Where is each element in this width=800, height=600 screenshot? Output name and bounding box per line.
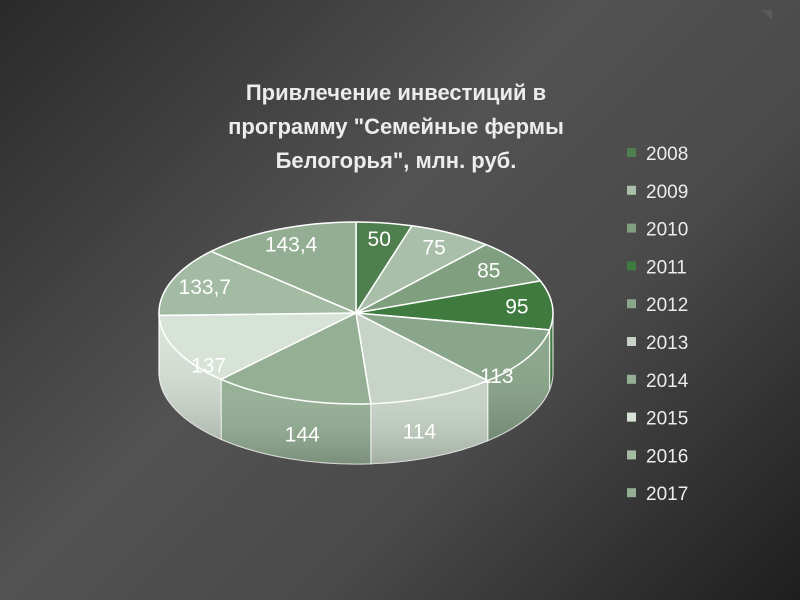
legend-swatch-2015: [627, 412, 636, 422]
legend-label-2011: 2011: [646, 257, 687, 278]
chart-title-line-2: программу "Семейные фермы: [228, 114, 564, 139]
legend-label-2012: 2012: [646, 295, 688, 316]
data-label-2013: 114: [403, 420, 437, 443]
legend-swatch-2009: [627, 185, 636, 195]
data-label-2012: 113: [480, 365, 513, 388]
pie-slice-2014: [220, 312, 372, 405]
legend-swatch-2016: [627, 450, 636, 460]
legend-swatch-2008: [627, 148, 636, 157]
pie-side-shade-2011: [549, 313, 553, 390]
legend-swatch-2014: [627, 374, 636, 384]
legend-label-2009: 2009: [646, 182, 688, 203]
chart-title-line-1: Привлечение инвестиций в: [246, 80, 546, 105]
legend-swatch-2013: [627, 337, 636, 346]
pie-slices: [158, 221, 554, 405]
pie-side-shade-2014: [221, 379, 371, 464]
pie-side-shade-2013: [370, 380, 488, 464]
data-label-2009: 75: [422, 237, 445, 260]
legend-swatch-2011: [627, 261, 636, 271]
legend-label-2015: 2015: [646, 409, 688, 430]
pie-sides: [158, 312, 554, 465]
pie-slice-2015: [158, 312, 357, 381]
pie-slice-2013: [355, 312, 489, 405]
pie-side-shade-2012: [487, 329, 550, 441]
legend-swatch-2010: [627, 223, 636, 233]
legend-label-2013: 2013: [646, 333, 688, 354]
data-label-2015: 137: [191, 355, 226, 378]
data-label-2008: 50: [368, 228, 391, 251]
pie-slice-2017: [210, 221, 357, 314]
pie-slice-2016: [158, 250, 357, 317]
pie-slice-2011: [355, 280, 554, 331]
data-label-2016: 133,7: [179, 276, 232, 299]
corner-decoration: [762, 10, 772, 20]
legend-label-2008: 2008: [646, 144, 688, 165]
chart-title: Привлечение инвестиций в программу "Семе…: [228, 80, 564, 173]
data-label-2011: 95: [505, 296, 528, 319]
chart-title-line-3: Белогорья", млн. руб.: [276, 148, 517, 173]
legend-label-2014: 2014: [646, 371, 689, 392]
legend-label-2010: 2010: [646, 220, 688, 241]
legend-swatch-2017: [627, 488, 636, 498]
legend: 2008 2009 2010 2011 2012 2013 2014 2015 2016 2017: [627, 144, 689, 505]
pie-slice-2012: [355, 312, 551, 382]
pie-side-shade-2015: [159, 315, 222, 440]
data-label-2014: 144: [285, 423, 320, 446]
legend-swatch-2012: [627, 299, 636, 309]
data-label-2017: 143,4: [265, 234, 318, 257]
data-label-2010: 85: [477, 260, 500, 283]
legend-label-2017: 2017: [646, 484, 688, 505]
legend-label-2016: 2016: [646, 446, 688, 467]
pie-slice-2010: [355, 243, 542, 314]
